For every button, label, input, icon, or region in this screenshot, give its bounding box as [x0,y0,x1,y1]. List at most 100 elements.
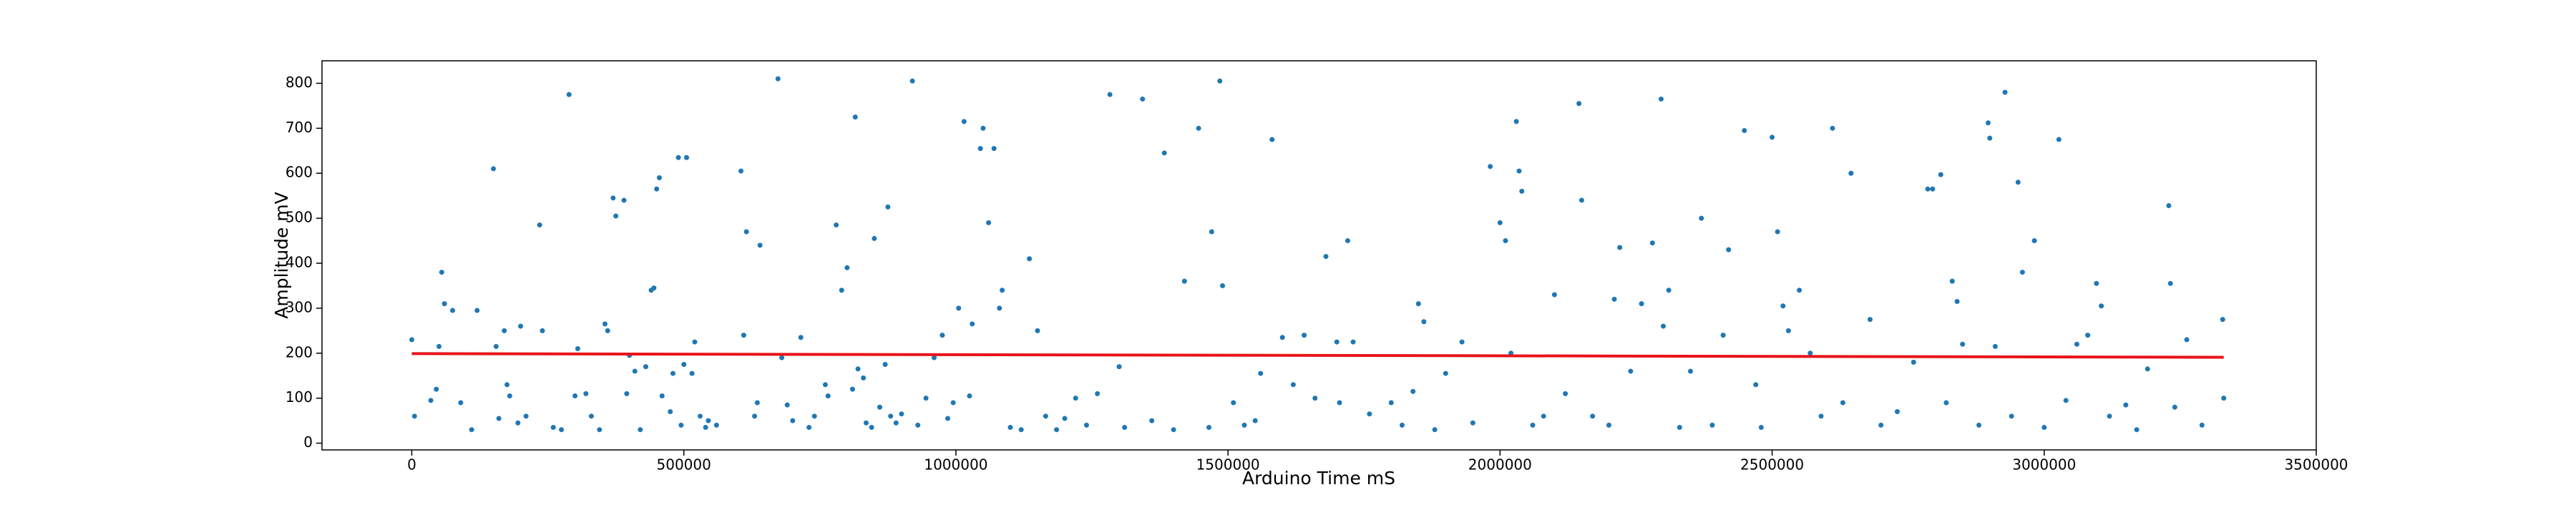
data-point [692,339,698,345]
data-point [668,409,673,415]
data-point [703,425,708,431]
data-point [743,229,749,235]
data-point [1726,247,1732,252]
data-point [2167,280,2173,286]
data-point [1563,391,1568,396]
data-point [1459,339,1465,345]
data-point [1720,333,1726,338]
data-point [741,333,746,338]
data-point [1443,371,1448,376]
data-point [757,242,763,248]
data-point [1530,422,1536,428]
y-tick-label: 100 [286,388,313,406]
data-point [888,413,894,419]
data-point [411,413,417,419]
data-point [2184,337,2190,343]
y-tick-label: 400 [286,254,313,271]
data-point [961,119,967,124]
data-point [1258,371,1264,376]
data-point [605,328,610,333]
data-point [1742,127,1747,133]
data-point [1083,422,1089,428]
data-point [839,288,844,293]
data-point [1513,119,1519,124]
data-point [2145,366,2150,372]
data-point [1611,296,1617,302]
data-point [738,168,744,174]
data-point [2041,425,2047,431]
data-point [1516,168,1522,174]
data-point [1432,427,1438,433]
data-point [790,418,796,423]
data-point [977,146,983,152]
data-point [1617,245,1623,250]
y-tick-label: 300 [286,298,313,315]
data-point [1699,215,1704,221]
data-point [2002,89,2008,95]
data-point [877,404,882,410]
data-point [1818,413,1824,419]
data-point [428,398,434,403]
data-point [683,154,689,160]
x-tick-label: 1500000 [1196,456,1260,474]
data-point [1606,422,1611,428]
data-point [1551,292,1557,298]
data-point [2199,422,2205,428]
data-point [469,427,474,433]
data-point [1797,288,1802,293]
data-point [458,400,464,406]
data-point [1161,150,1167,156]
data-point [654,186,660,192]
data-point [621,197,627,203]
plot-frame [321,60,2317,451]
data-point [504,382,510,388]
data-point [1677,425,1682,431]
data-point [1785,328,1791,333]
data-point [624,391,630,396]
data-point [1231,400,1236,406]
x-tick-label: 1000000 [924,456,987,474]
x-tick-label: 2500000 [1740,456,1804,474]
data-point [2123,402,2129,408]
data-point [923,396,929,401]
data-point [1758,425,1764,431]
data-point [450,308,456,313]
data-point [2221,396,2227,401]
data-point [1878,422,1884,428]
data-point [956,305,962,311]
x-tick-label: 500000 [657,456,711,474]
x-tick-label: 3500000 [2284,456,2348,474]
data-point [825,393,831,399]
data-point [518,323,524,329]
data-point [986,220,992,225]
data-point [863,420,869,426]
data-point [1639,301,1644,307]
data-point [1660,323,1666,329]
data-point [1985,120,1991,126]
data-point [1579,197,1584,203]
data-point [991,146,997,152]
data-point [2099,303,2104,309]
data-point [638,427,643,433]
data-point [1840,400,1845,406]
data-point [909,78,915,84]
data-point [834,222,839,228]
data-point [540,328,545,333]
data-point [1149,418,1155,423]
data-point [1140,96,1146,102]
data-point [2094,280,2099,286]
data-point [575,345,580,351]
y-axis-label: Amplitude mV [271,192,292,319]
data-point [474,308,480,313]
data-point [1323,254,1329,260]
data-point [597,427,602,433]
data-point [1421,319,1427,325]
data-point [1976,422,1982,428]
trend-line [411,352,2224,359]
data-point [980,125,986,131]
data-point [1269,137,1275,142]
data-point [434,386,439,392]
data-point [1345,238,1350,244]
data-point [656,175,662,181]
